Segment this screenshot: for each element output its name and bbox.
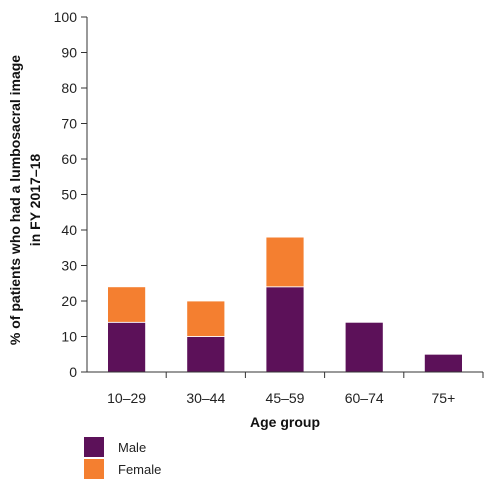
x-axis-ticks xyxy=(165,372,484,378)
bar-female-2 xyxy=(186,300,226,337)
y-axis-title-line-1: % of patients who had a lumbosacral imag… xyxy=(7,55,23,345)
legend-item-male: Male xyxy=(84,436,161,458)
y-tick-label: 100 xyxy=(54,9,78,25)
bar-male-4 xyxy=(344,321,384,373)
y-axis-title-line-2: in FY 2017–18 xyxy=(27,154,43,247)
y-axis-ticks: 0 10 20 30 40 50 60 70 80 90 100 xyxy=(54,9,87,380)
y-tick-label: 0 xyxy=(69,364,77,380)
y-tick-label: 90 xyxy=(61,45,77,61)
y-tick-label: 30 xyxy=(61,258,77,274)
x-tick-label: 30–44 xyxy=(186,390,225,406)
bar-male-2 xyxy=(186,336,226,373)
x-axis-title: Age group xyxy=(250,414,320,430)
legend-item-female: Female xyxy=(84,458,161,480)
y-tick-label: 40 xyxy=(61,222,77,238)
y-tick-label: 60 xyxy=(61,151,77,167)
y-tick-label: 80 xyxy=(61,80,77,96)
bar-female-3 xyxy=(265,236,305,288)
x-tick-label: 75+ xyxy=(432,390,456,406)
bar-male-3 xyxy=(265,286,305,373)
x-tick-label: 10–29 xyxy=(107,390,146,406)
bar-female-1 xyxy=(107,286,146,323)
legend-label-female: Female xyxy=(118,461,162,477)
legend-swatch-male xyxy=(84,437,104,457)
y-tick-label: 50 xyxy=(61,187,77,203)
bar-male-1 xyxy=(107,321,146,373)
y-axis-title: % of patients who had a lumbosacral imag… xyxy=(7,55,43,345)
y-tick-label: 20 xyxy=(61,293,77,309)
x-axis-tick-labels: 10–29 30–44 45–59 60–74 75+ xyxy=(107,390,455,406)
legend: Male Female xyxy=(84,436,161,480)
bar-male-5 xyxy=(423,353,463,373)
legend-swatch-female xyxy=(84,459,104,479)
y-tick-label: 10 xyxy=(61,329,77,345)
bars xyxy=(107,236,463,373)
legend-label-male: Male xyxy=(118,439,147,455)
y-tick-label: 70 xyxy=(61,116,77,132)
x-tick-label: 60–74 xyxy=(345,390,384,406)
x-tick-label: 45–59 xyxy=(266,390,305,406)
